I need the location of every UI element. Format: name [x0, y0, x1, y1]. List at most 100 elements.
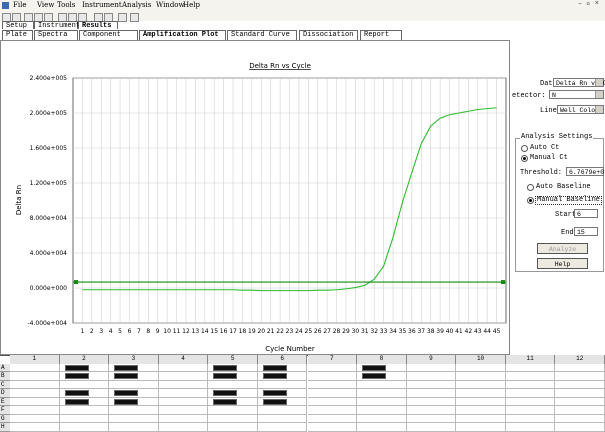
- plate-well[interactable]: [357, 372, 407, 381]
- plate-well[interactable]: [59, 389, 110, 398]
- plate-row-header[interactable]: B: [0, 372, 10, 381]
- plate-row-header[interactable]: D: [0, 389, 10, 398]
- window-controls[interactable]: – ⃞ ×: [578, 0, 600, 8]
- plate-well[interactable]: [158, 423, 209, 432]
- plate-well[interactable]: [406, 397, 457, 406]
- plate-row-header[interactable]: C: [0, 380, 10, 389]
- plate-row-header[interactable]: F: [0, 406, 10, 415]
- plate-well[interactable]: [456, 389, 506, 398]
- plate-well[interactable]: [10, 397, 60, 406]
- plate-well[interactable]: [456, 406, 506, 415]
- plate-well[interactable]: [208, 414, 258, 423]
- tab[interactable]: Standard Curve: [227, 30, 297, 40]
- plate-column-header[interactable]: 5: [208, 355, 258, 364]
- plate-well[interactable]: [456, 363, 506, 372]
- menu-item[interactable]: Help: [183, 1, 200, 9]
- plate-well[interactable]: [307, 380, 358, 389]
- plate-well[interactable]: [158, 406, 209, 415]
- plate-well[interactable]: [257, 423, 308, 432]
- plate-well[interactable]: [307, 397, 358, 406]
- line-select[interactable]: Well Color: [557, 105, 604, 114]
- detector-select[interactable]: N: [549, 90, 604, 99]
- plate-well[interactable]: [555, 363, 605, 372]
- plate-column-header[interactable]: 2: [59, 355, 110, 364]
- tab[interactable]: Amplification Plot: [139, 30, 226, 40]
- tab[interactable]: Report: [360, 30, 402, 40]
- plate-column-header[interactable]: 1: [10, 355, 60, 364]
- tab-top[interactable]: Results: [78, 21, 118, 30]
- plate-column-header[interactable]: 9: [406, 355, 457, 364]
- plate-well[interactable]: [357, 397, 407, 406]
- plate-well[interactable]: [59, 414, 110, 423]
- plate-column-header[interactable]: 10: [456, 355, 506, 364]
- plate-well[interactable]: [158, 389, 209, 398]
- plate-well[interactable]: [307, 363, 358, 372]
- plate-well[interactable]: [505, 389, 556, 398]
- plate-well[interactable]: [257, 372, 308, 381]
- plate-well[interactable]: [505, 363, 556, 372]
- end-input[interactable]: 15: [574, 227, 598, 236]
- plate-well[interactable]: [257, 363, 308, 372]
- plate-row-header[interactable]: G: [0, 414, 10, 423]
- plate-well[interactable]: [505, 380, 556, 389]
- plate-well[interactable]: [505, 372, 556, 381]
- plate-well[interactable]: [357, 380, 407, 389]
- toolbar-icon[interactable]: [118, 13, 127, 22]
- menu-item[interactable]: Window: [156, 1, 185, 9]
- manual-baseline-label[interactable]: Manual Baseline: [535, 196, 603, 205]
- threshold-input[interactable]: 6.7679e+0: [566, 167, 604, 176]
- plate-well[interactable]: [505, 423, 556, 432]
- plate-row-header[interactable]: A: [0, 363, 10, 372]
- plate-well[interactable]: [109, 363, 159, 372]
- plate-row-header[interactable]: H: [0, 423, 10, 432]
- plate-column-header[interactable]: 4: [158, 355, 209, 364]
- plate-well[interactable]: [208, 380, 258, 389]
- plate-well[interactable]: [10, 363, 60, 372]
- plate-well[interactable]: [406, 380, 457, 389]
- plate-well[interactable]: [555, 397, 605, 406]
- start-input[interactable]: 6: [574, 209, 598, 218]
- plate-well[interactable]: [208, 423, 258, 432]
- plate-well[interactable]: [406, 363, 457, 372]
- plate-well[interactable]: [208, 389, 258, 398]
- tab[interactable]: Component: [79, 30, 138, 40]
- help-button[interactable]: Help: [537, 258, 588, 269]
- plate-well[interactable]: [59, 423, 110, 432]
- plate-well[interactable]: [10, 414, 60, 423]
- plate-well[interactable]: [109, 423, 159, 432]
- plate-well[interactable]: [456, 423, 506, 432]
- plate-well[interactable]: [59, 406, 110, 415]
- plate-well[interactable]: [357, 423, 407, 432]
- plate-well[interactable]: [257, 380, 308, 389]
- plate-well[interactable]: [10, 406, 60, 415]
- plate-well[interactable]: [59, 363, 110, 372]
- plate-well[interactable]: [59, 397, 110, 406]
- auto-ct-radio[interactable]: [521, 145, 528, 152]
- plate-well[interactable]: [59, 372, 110, 381]
- plate-well[interactable]: [208, 406, 258, 415]
- plate-row-header[interactable]: E: [0, 397, 10, 406]
- plate-column-header[interactable]: 11: [505, 355, 556, 364]
- plate-column-header[interactable]: 7: [307, 355, 358, 364]
- plate-well[interactable]: [406, 414, 457, 423]
- plate-well[interactable]: [109, 389, 159, 398]
- auto-baseline-radio[interactable]: [527, 184, 534, 191]
- plate-well[interactable]: [307, 423, 358, 432]
- plate-well[interactable]: [109, 406, 159, 415]
- plate-column-header[interactable]: 12: [555, 355, 605, 364]
- tab-top[interactable]: Setup: [2, 21, 34, 30]
- plate-well[interactable]: [307, 389, 358, 398]
- plate-well[interactable]: [10, 423, 60, 432]
- manual-ct-radio[interactable]: [521, 155, 528, 162]
- menu-item[interactable]: Analysis: [122, 1, 152, 9]
- plate-well[interactable]: [109, 397, 159, 406]
- plate-well[interactable]: [357, 414, 407, 423]
- data-select[interactable]: Delta Rn vs Cycl: [553, 78, 605, 87]
- manual-baseline-radio[interactable]: [527, 197, 534, 204]
- plate-well[interactable]: [59, 380, 110, 389]
- plate-well[interactable]: [555, 372, 605, 381]
- plate-well[interactable]: [158, 363, 209, 372]
- plate-well[interactable]: [158, 380, 209, 389]
- plate-well[interactable]: [257, 389, 308, 398]
- tab[interactable]: Dissociation: [299, 30, 358, 40]
